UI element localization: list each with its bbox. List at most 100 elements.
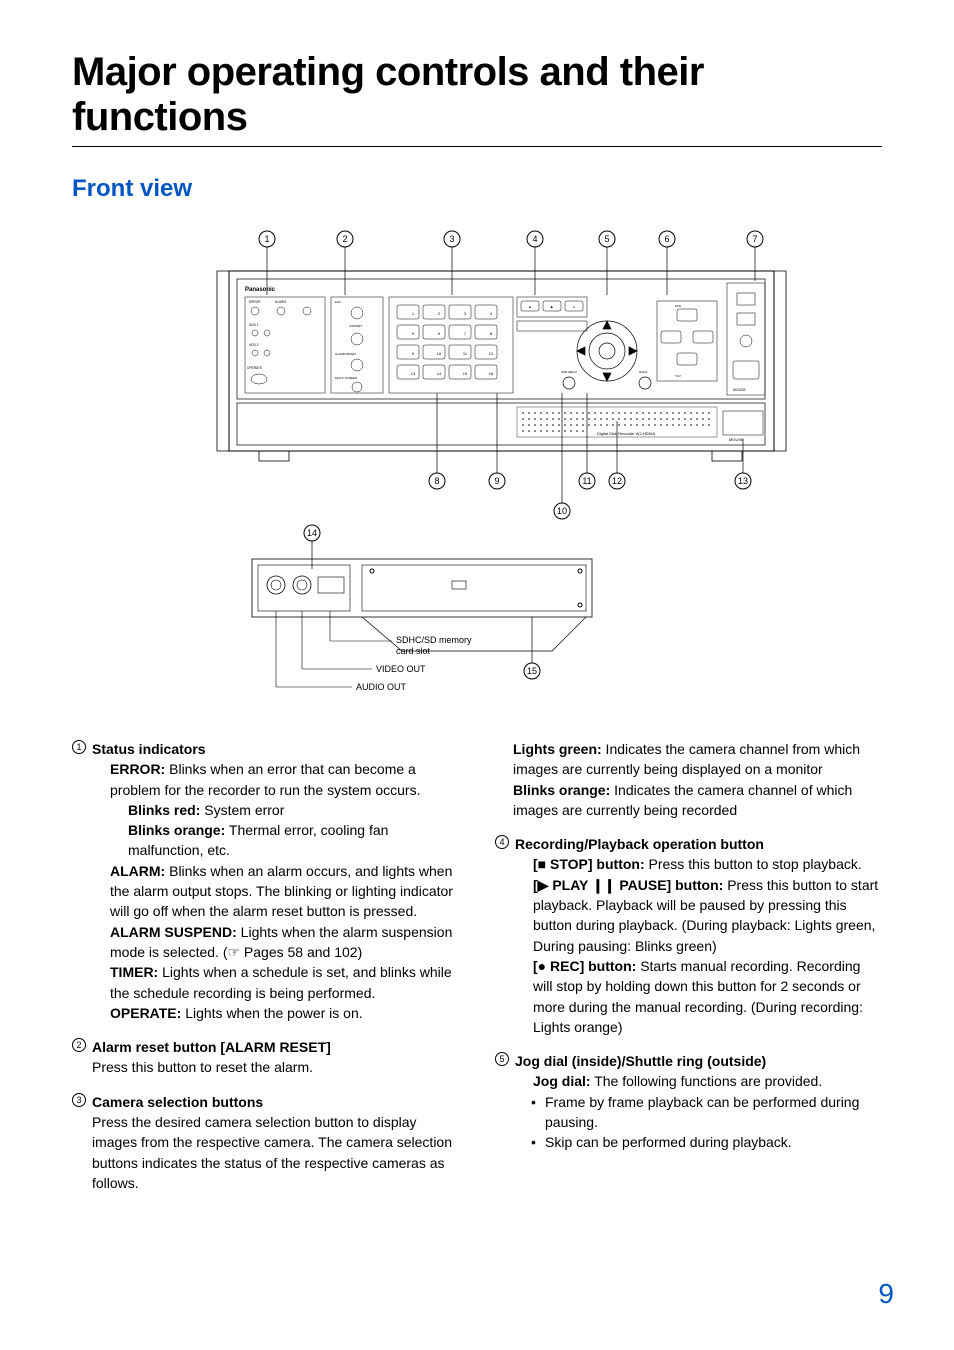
svg-text:OPERATE: OPERATE [247,366,262,370]
circled-1: 1 [72,740,86,754]
svg-text:8: 8 [490,331,493,336]
svg-text:4: 4 [490,311,493,316]
svg-text:12: 12 [612,476,622,486]
svg-text:7: 7 [464,331,467,336]
item-3-cont: Lights green: Indicates the camera chann… [495,739,882,820]
i5-jog-l: Jog dial: [533,1073,591,1089]
svg-text:●: ● [573,305,575,309]
item-5: 5 Jog dial (inside)/Shuttle ring (outsid… [495,1051,882,1152]
svg-text:11: 11 [582,476,591,486]
i3-head: Camera selection buttons [92,1094,263,1110]
svg-text:AUDIO OUT: AUDIO OUT [356,682,407,692]
svg-text:2: 2 [438,311,441,316]
page-title: Major operating controls and their funct… [72,50,882,140]
svg-text:HDD 1: HDD 1 [249,323,259,327]
svg-text:9: 9 [494,476,499,486]
front-view-diagram: 1 2 3 4 5 6 7 Panasonic ERROR ALARM HDD … [72,221,882,721]
svg-text:15: 15 [527,666,537,676]
svg-text:Panasonic: Panasonic [245,287,276,293]
i1-error-l: ERROR: [110,761,165,777]
i5-head: Jog dial (inside)/Shuttle ring (outside) [515,1053,766,1069]
item-2: 2 Alarm reset button [ALARM RESET] Press… [72,1037,459,1078]
svg-text:11: 11 [463,351,468,356]
i1-suspend-l: ALARM SUSPEND: [110,924,237,940]
left-column: 1 Status indicators ERROR: Blinks when a… [72,739,459,1207]
svg-text:2: 2 [342,234,347,244]
svg-text:13: 13 [411,371,416,376]
item-3: 3 Camera selection buttons Press the des… [72,1092,459,1193]
circled-4: 4 [495,835,509,849]
svg-text:MULTI SCREEN: MULTI SCREEN [335,376,357,380]
svg-text:10: 10 [557,506,567,516]
i4-head: Recording/Playback operation button [515,836,764,852]
svg-text:10: 10 [437,351,442,356]
section-subtitle: Front view [72,175,882,203]
svg-text:9: 9 [412,351,415,356]
svg-text:TILT: TILT [675,374,681,378]
svg-text:8: 8 [434,476,439,486]
svg-text:MOUSE: MOUSE [733,388,747,392]
i1-br-t: System error [200,802,284,818]
svg-text:CAM/SET: CAM/SET [349,324,363,328]
item-1: 1 Status indicators ERROR: Blinks when a… [72,739,459,1023]
svg-text:HOLD: HOLD [639,370,648,374]
item-4: 4 Recording/Playback operation button [■… [495,834,882,1037]
svg-text:Digital Disk Recorder WJ-HD616: Digital Disk Recorder WJ-HD616 [597,431,656,436]
svg-text:14: 14 [437,371,442,376]
i1-head: Status indicators [92,741,206,757]
svg-text:ALARM: ALARM [275,300,286,304]
svg-text:3: 3 [449,234,454,244]
right-column: Lights green: Indicates the camera chann… [495,739,882,1207]
svg-text:5: 5 [412,331,415,336]
svg-text:▶: ▶ [551,305,554,309]
i1-operate-t: Lights when the power is on. [181,1005,362,1021]
svg-text:card slot: card slot [396,646,431,656]
body-columns: 1 Status indicators ERROR: Blinks when a… [72,739,882,1207]
svg-text:15: 15 [463,371,468,376]
svg-text:SUB MENU: SUB MENU [561,370,577,374]
svg-text:SDHC/SD memory: SDHC/SD memory [396,635,472,645]
i4-rec-l: [● REC] button: [533,958,636,974]
i4-play-l: [▶ PLAY ❙❙ PAUSE] button: [533,877,723,893]
svg-text:6: 6 [438,331,441,336]
i3c-bo-l: Blinks orange: [513,782,610,798]
svg-text:PAN: PAN [675,304,681,308]
svg-text:5: 5 [604,234,609,244]
i3-body: Press the desired camera selection butto… [92,1112,459,1193]
svg-text:6: 6 [664,234,669,244]
i2-body: Press this button to reset the alarm. [92,1057,459,1077]
i5-b2: Skip can be performed during playback. [515,1132,882,1152]
circled-2: 2 [72,1038,86,1052]
i1-operate-l: OPERATE: [110,1005,181,1021]
i1-bo-l: Blinks orange: [128,822,225,838]
svg-text:ALARM RESET: ALARM RESET [335,352,356,356]
i1-alarm-l: ALARM: [110,863,165,879]
title-rule [72,146,882,147]
i4-stop-l: [■ STOP] button: [533,856,645,872]
i1-timer-l: TIMER: [110,964,158,980]
i5-jog-t: The following functions are provided. [591,1073,823,1089]
page-number: 9 [878,1278,894,1310]
svg-text:VIDEO OUT: VIDEO OUT [376,664,426,674]
i4-stop-t: Press this button to stop playback. [645,856,862,872]
svg-text:12: 12 [489,351,494,356]
svg-text:MOUSE: MOUSE [729,437,744,442]
svg-text:16: 16 [489,371,494,376]
svg-text:1: 1 [264,234,269,244]
svg-text:ERROR: ERROR [249,300,261,304]
i3c-lg-l: Lights green: [513,741,602,757]
svg-text:4: 4 [532,234,537,244]
device-svg: 1 2 3 4 5 6 7 Panasonic ERROR ALARM HDD … [167,221,787,721]
svg-text:3: 3 [464,311,467,316]
svg-text:1: 1 [412,311,415,316]
circled-3: 3 [72,1093,86,1107]
svg-text:7: 7 [752,234,757,244]
svg-text:13: 13 [738,476,748,486]
svg-text:■: ■ [529,305,531,309]
i2-head: Alarm reset button [ALARM RESET] [92,1039,331,1055]
circled-5: 5 [495,1052,509,1066]
svg-text:HDD 2: HDD 2 [249,343,259,347]
svg-text:ESC: ESC [335,300,342,304]
i1-br-l: Blinks red: [128,802,200,818]
i5-b1: Frame by frame playback can be performed… [515,1092,882,1133]
